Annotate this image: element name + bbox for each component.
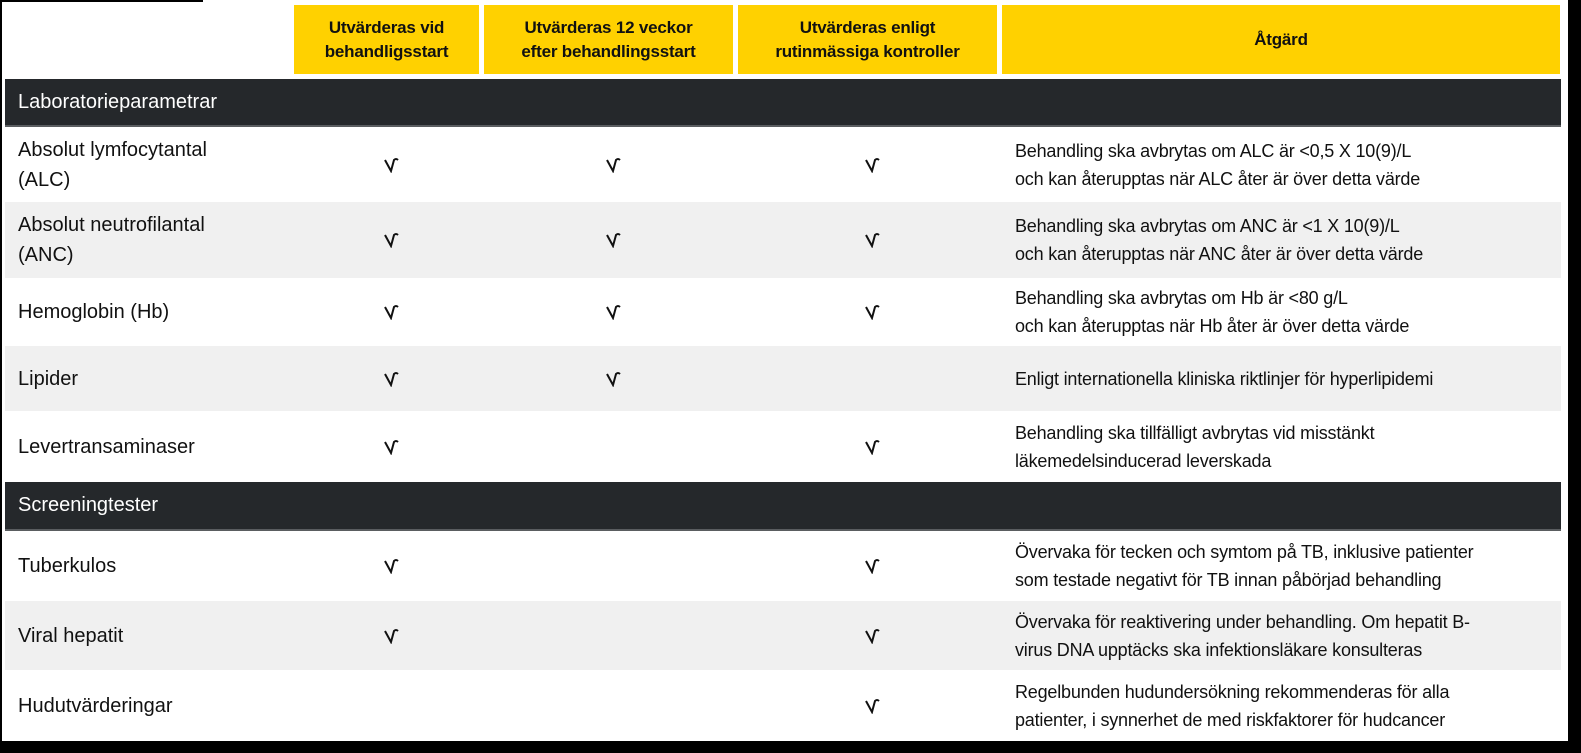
table-row: Viral hepatit Övervaka för reaktivering u…: [5, 601, 1561, 670]
table-row: Absolut neutrofilantal (ANC) Behandling s…: [5, 202, 1561, 278]
table-row: Tuberkulos Övervaka för tecken och symtom…: [5, 531, 1561, 601]
check-icon: [595, 278, 635, 346]
check-icon: [595, 202, 635, 278]
check-icon: [854, 202, 894, 278]
check-icon: [373, 127, 413, 202]
action-text: Behandling ska tillfälligt avbrytas vid …: [1015, 422, 1375, 471]
column-header-start: Utvärderas vid behandligsstart: [294, 5, 479, 74]
check-icon: [373, 202, 413, 278]
action-text: Behandling ska avbrytas om ANC är <1 X 1…: [1015, 216, 1424, 264]
check-icon: [373, 601, 413, 670]
section-title: Screeningtester: [18, 494, 159, 516]
action-text: Övervaka för reaktivering under behandli…: [1015, 611, 1470, 660]
section-header-lab: Laboratorieparametrar: [5, 79, 1561, 127]
section-title: Laboratorieparametrar: [18, 90, 217, 113]
frame-border: [0, 741, 1581, 753]
check-icon: [595, 346, 635, 411]
table-row: Absolut lymfocytantal (ALC) Behandling sk…: [5, 127, 1561, 202]
section-header-screening: Screeningtester: [5, 482, 1561, 531]
table-row: Hemoglobin (Hb) Behandling ska avbrytas o…: [5, 278, 1561, 346]
parameter-name: Absolut neutrofilantal (ANC): [18, 214, 205, 266]
parameter-name: Hudutvärderingar: [18, 694, 173, 717]
action-text: Regelbunden hudundersökning rekommendera…: [1015, 681, 1450, 730]
check-icon: [595, 127, 635, 202]
check-icon: [373, 278, 413, 346]
check-icon: [854, 411, 894, 482]
action-text: Övervaka för tecken och symtom på TB, in…: [1015, 542, 1474, 590]
action-text: Behandling ska avbrytas om ALC är <0,5 X…: [1015, 140, 1421, 189]
check-icon: [854, 278, 894, 346]
parameter-name: Absolut lymfocytantal (ALC): [18, 138, 207, 191]
parameter-name: Levertransaminaser: [18, 435, 195, 458]
border-line: [0, 0, 203, 2]
table-row: Hudutvärderingar Regelbunden hudundersökn…: [5, 670, 1561, 741]
parameter-name: Tuberkulos: [18, 555, 117, 577]
border-line: [0, 0, 2, 741]
action-text: Behandling ska avbrytas om Hb är <80 g/L…: [1015, 288, 1410, 336]
frame-border: [1568, 0, 1581, 753]
column-header-action: Åtgärd: [1002, 5, 1560, 74]
parameter-name: Hemoglobin (Hb): [18, 301, 170, 323]
parameter-name: Lipider: [18, 367, 79, 390]
parameter-name: Viral hepatit: [18, 624, 124, 647]
check-icon: [373, 346, 413, 411]
check-icon: [854, 531, 894, 601]
table-row: Lipider Enligt internationella kliniska r…: [5, 346, 1561, 411]
check-icon: [854, 670, 894, 741]
table-row: Levertransaminaser Behandling ska tillfäl…: [5, 411, 1561, 482]
action-text: Enligt internationella kliniska riktlinj…: [1015, 368, 1434, 389]
check-icon: [373, 531, 413, 601]
check-icon: [854, 127, 894, 202]
check-icon: [854, 601, 894, 670]
column-header-routine: Utvärderas enligt rutinmässiga kontrolle…: [738, 5, 997, 74]
check-icon: [373, 411, 413, 482]
column-header-week12: Utvärderas 12 veckor efter behandlingsst…: [484, 5, 733, 74]
monitoring-table: Utvärderas vid behandligsstart Utvärdera…: [0, 0, 1568, 741]
